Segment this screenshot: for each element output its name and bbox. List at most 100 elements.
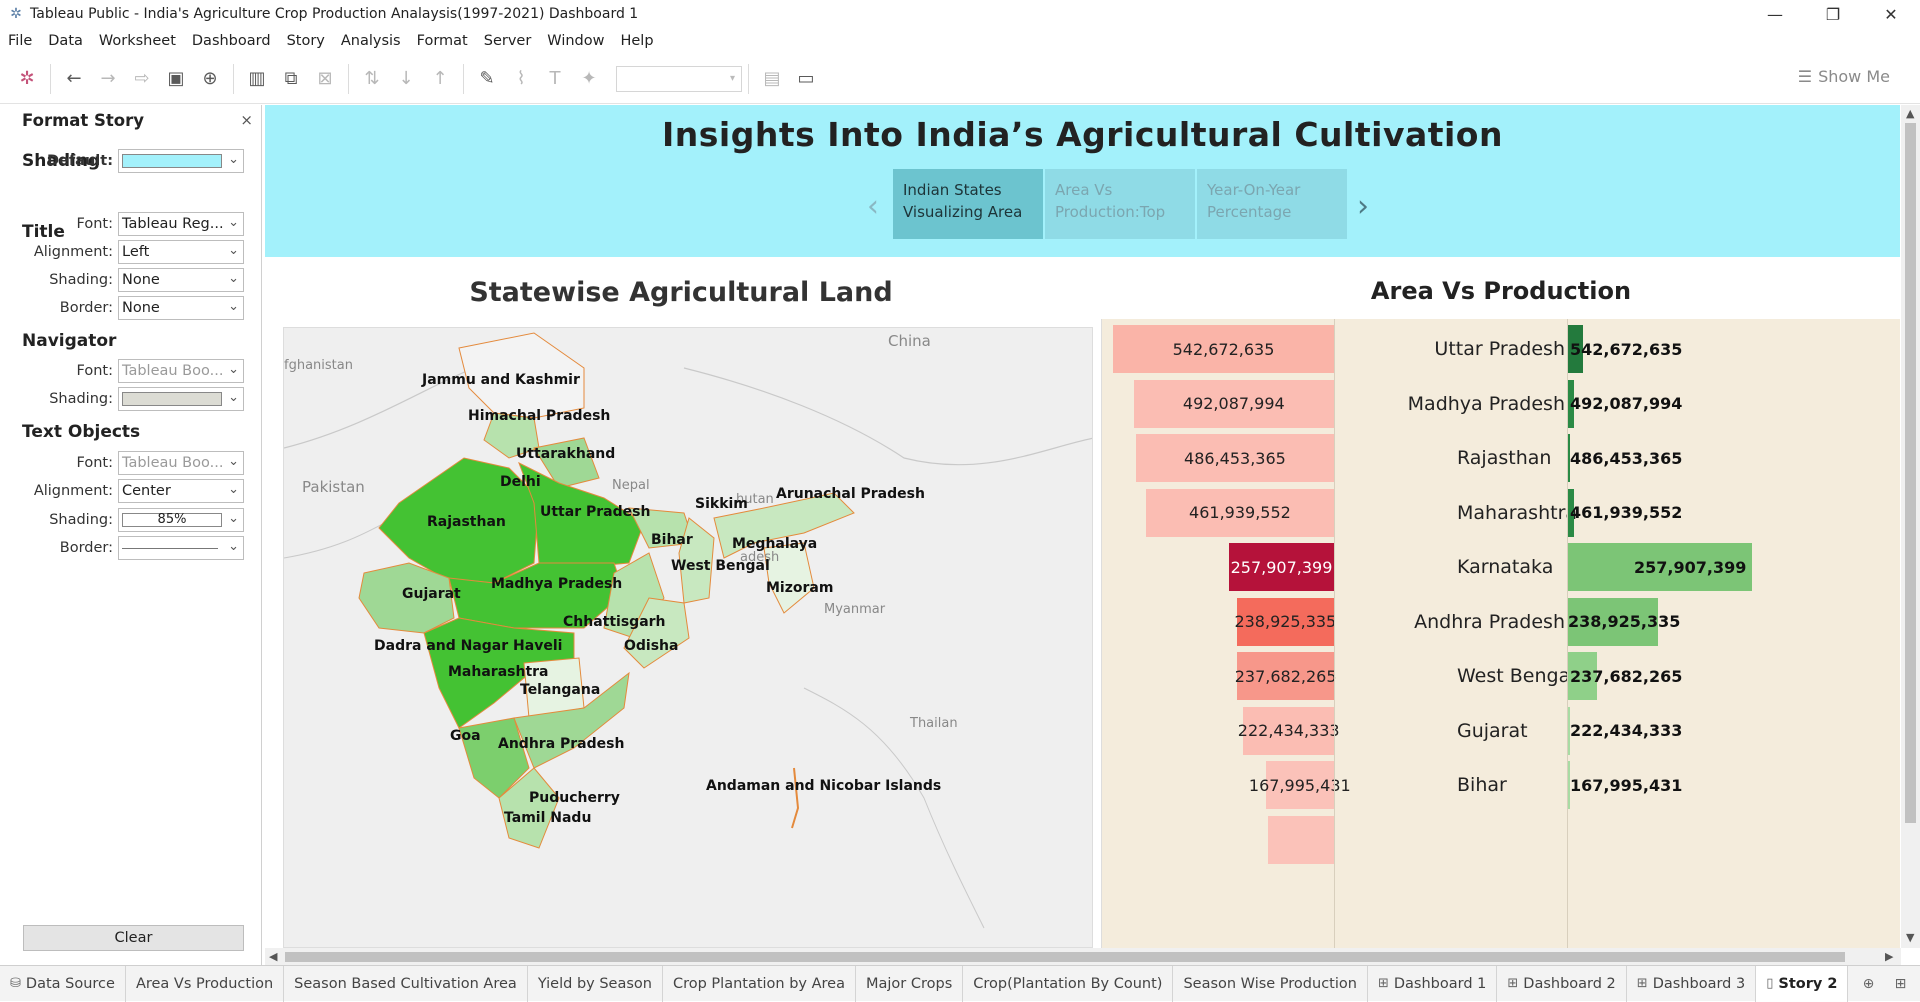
next-story-point-icon[interactable]: › xyxy=(1357,189,1369,224)
india-map[interactable]: China fghanistan Pakistan Nepal hutan ad… xyxy=(283,327,1093,948)
story-point-3[interactable]: Year-On-Year Percentage xyxy=(1197,169,1347,239)
menu-file[interactable]: File xyxy=(8,33,33,49)
area-bar[interactable]: 492,087,994 xyxy=(1133,379,1334,428)
horizontal-scroll-thumb[interactable] xyxy=(285,952,1845,962)
replay-icon[interactable]: ⇨ xyxy=(134,68,150,89)
sort-ascending-icon[interactable]: ↓ xyxy=(398,68,414,89)
tab-label: Yield by Season xyxy=(537,975,652,992)
pin-icon[interactable]: ✦ xyxy=(581,68,597,89)
tab-story-2[interactable]: ▯ Story 2 xyxy=(1756,965,1849,1002)
new-worksheet-icon[interactable]: ▥ xyxy=(248,68,266,89)
menu-data[interactable]: Data xyxy=(48,33,83,49)
new-worksheet-tab-icon[interactable]: ⊕ xyxy=(1862,975,1875,992)
area-bar[interactable]: 257,907,399 xyxy=(1228,543,1334,591)
menu-server[interactable]: Server xyxy=(483,33,532,49)
new-data-source-icon[interactable]: ⊕ xyxy=(202,68,218,89)
new-dashboard-tab-icon[interactable]: ⊞ xyxy=(1894,975,1907,992)
swap-icon[interactable]: ⇅ xyxy=(364,68,380,89)
title-border-dropdown[interactable]: None ⌄ xyxy=(118,296,244,320)
presentation-icon[interactable]: ▭ xyxy=(797,68,815,89)
scroll-left-icon[interactable]: ◀ xyxy=(269,950,278,963)
scroll-up-icon[interactable]: ▲ xyxy=(1906,107,1915,120)
new-story-tab-icon[interactable]: ⊡ xyxy=(1916,966,1920,1002)
title-font-dropdown[interactable]: Tableau Reg... ⌄ xyxy=(118,212,244,236)
text-alignment-dropdown[interactable]: Center ⌄ xyxy=(118,479,244,503)
tab-dashboard-2[interactable]: ⊞ Dashboard 2 xyxy=(1497,965,1627,1002)
clear-button[interactable]: Clear xyxy=(23,925,244,951)
production-bar[interactable] xyxy=(1568,706,1570,755)
close-icon[interactable]: ✕ xyxy=(1884,4,1898,24)
production-bar[interactable] xyxy=(1568,652,1598,700)
text-shading-picker[interactable]: 85% ⌄ xyxy=(118,508,244,532)
area-vs-production-chart[interactable]: 542,672,635 Uttar Pradesh 542,672,635 492,0… xyxy=(1101,319,1900,948)
text-font-dropdown[interactable]: Tableau Boo... ⌄ xyxy=(118,451,244,475)
production-bar[interactable] xyxy=(1568,325,1583,373)
group-icon[interactable]: ⌇ xyxy=(516,68,526,89)
scroll-down-icon[interactable]: ▼ xyxy=(1906,931,1915,944)
tab-yield-by-season[interactable]: Yield by Season xyxy=(528,965,663,1002)
story-point-2[interactable]: Area Vs Production:Top xyxy=(1045,169,1195,239)
minimize-icon[interactable]: — xyxy=(1767,4,1783,24)
menu-help[interactable]: Help xyxy=(620,33,654,49)
production-bar[interactable] xyxy=(1568,488,1574,537)
area-bar[interactable]: 486,453,365 xyxy=(1135,434,1334,482)
vertical-scroll-thumb[interactable] xyxy=(1905,123,1916,823)
menu-dashboard[interactable]: Dashboard xyxy=(191,33,271,49)
map-title: Statewise Agricultural Land xyxy=(469,277,893,308)
text-border-dropdown[interactable]: ⌄ xyxy=(118,536,244,560)
restore-icon[interactable]: ❐ xyxy=(1825,4,1841,24)
tab-area-vs-production[interactable]: Area Vs Production xyxy=(126,965,285,1002)
area-bar[interactable]: 237,682,265 xyxy=(1235,652,1337,700)
production-bar[interactable] xyxy=(1568,597,1659,646)
labels-icon[interactable]: T xyxy=(549,68,561,89)
show-cards-icon[interactable]: ▤ xyxy=(763,68,781,89)
menu-story[interactable]: Story xyxy=(286,33,325,49)
redo-icon[interactable]: → xyxy=(100,68,116,89)
nav-font-dropdown[interactable]: Tableau Boo... ⌄ xyxy=(118,359,244,383)
sort-descending-icon[interactable]: ↑ xyxy=(432,68,448,89)
fit-dropdown[interactable]: ▾ xyxy=(616,65,742,92)
clear-sheet-icon[interactable]: ⊠ xyxy=(317,68,333,89)
undo-icon[interactable]: ← xyxy=(66,68,82,89)
title-shading-dropdown[interactable]: None ⌄ xyxy=(118,268,244,292)
default-label: Default: xyxy=(47,153,113,169)
previous-story-point-icon[interactable]: ‹ xyxy=(867,189,879,224)
tab-season-wise-production[interactable]: Season Wise Production xyxy=(1173,965,1368,1002)
default-shading-swatch xyxy=(122,154,222,168)
tab-dashboard-1[interactable]: ⊞ Dashboard 1 xyxy=(1368,965,1498,1002)
tab-crop-plantation-by-count[interactable]: Crop(Plantation By Count) xyxy=(963,965,1174,1002)
title-border-label: Border: xyxy=(59,300,113,316)
vertical-scrollbar[interactable]: ▲ ▼ xyxy=(1901,105,1920,948)
area-bar[interactable]: 167,995,431 xyxy=(1249,761,1351,809)
area-bar[interactable]: 542,672,635 xyxy=(1113,325,1334,373)
tableau-home-icon[interactable]: ✲ xyxy=(19,68,35,89)
menu-worksheet[interactable]: Worksheet xyxy=(98,33,176,49)
save-icon[interactable]: ▣ xyxy=(167,68,185,89)
area-bar[interactable] xyxy=(1268,815,1334,864)
area-bar[interactable]: 461,939,552 xyxy=(1145,488,1334,537)
close-panel-icon[interactable]: × xyxy=(240,111,253,129)
menu-format[interactable]: Format xyxy=(416,33,468,49)
show-me-button[interactable]: ☰ Show Me xyxy=(1798,67,1890,86)
tab-crop-plantation-by-area[interactable]: Crop Plantation by Area xyxy=(663,965,856,1002)
production-bar[interactable] xyxy=(1568,543,1752,591)
title-alignment-dropdown[interactable]: Left ⌄ xyxy=(118,240,244,264)
area-bar[interactable]: 222,434,333 xyxy=(1238,706,1340,755)
story-point-1[interactable]: Indian States Visualizing Area xyxy=(893,169,1043,239)
nav-shading-picker[interactable]: ⌄ xyxy=(118,387,244,411)
highlight-icon[interactable]: ✎ xyxy=(479,68,495,89)
tab-dashboard-3[interactable]: ⊞ Dashboard 3 xyxy=(1627,965,1757,1002)
scroll-right-icon[interactable]: ▶ xyxy=(1885,950,1894,963)
horizontal-scrollbar[interactable]: ◀ ▶ xyxy=(265,948,1901,965)
duplicate-icon[interactable]: ⧉ xyxy=(284,68,298,89)
tab-data-source[interactable]: ⛁ Data Source xyxy=(0,965,126,1002)
tab-season-based-cultivation-area[interactable]: Season Based Cultivation Area xyxy=(284,965,528,1002)
tab-major-crops[interactable]: Major Crops xyxy=(856,965,964,1002)
production-bar[interactable] xyxy=(1568,379,1574,428)
menu-analysis[interactable]: Analysis xyxy=(340,33,401,49)
production-bar[interactable] xyxy=(1568,761,1570,809)
area-bar[interactable]: 238,925,335 xyxy=(1234,597,1336,646)
menu-window[interactable]: Window xyxy=(547,33,605,49)
production-bar[interactable] xyxy=(1568,434,1570,482)
default-shading-picker[interactable]: ⌄ xyxy=(118,149,244,173)
